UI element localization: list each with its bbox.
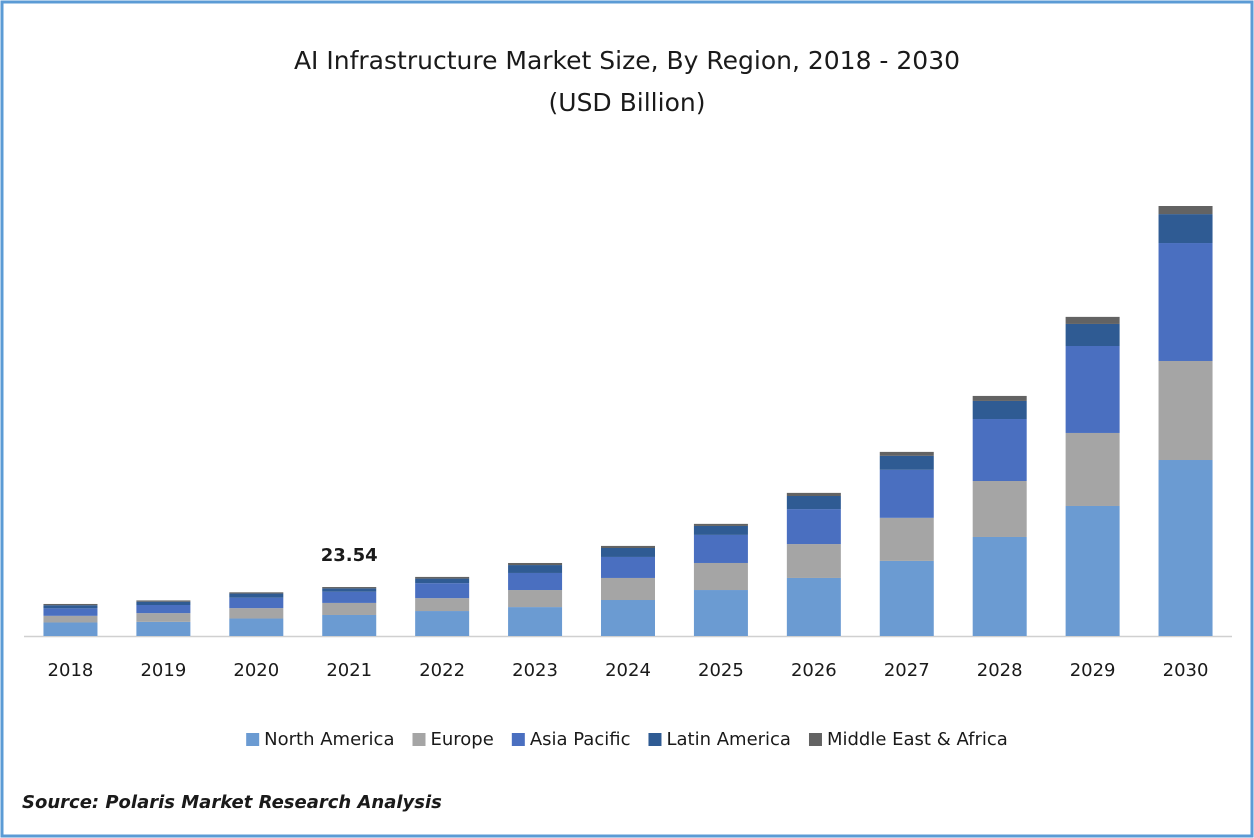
bar-segment	[322, 591, 377, 603]
bar-segment	[693, 590, 748, 636]
x-tick-label: 2023	[512, 660, 558, 681]
bar-segment	[136, 601, 191, 606]
bar-segment	[43, 615, 98, 623]
bar-segment	[1158, 360, 1213, 461]
bar-segment	[229, 592, 284, 594]
bar-segment	[1065, 432, 1120, 506]
bar-segment	[43, 622, 98, 636]
bar-segment	[508, 607, 563, 636]
bar-segment	[229, 597, 284, 609]
chart-subtitle: (USD Billion)	[549, 88, 706, 117]
bar-segment	[229, 618, 284, 636]
bar-segment	[786, 492, 841, 496]
bar-segment	[972, 536, 1027, 636]
legend-label: Asia Pacific	[530, 729, 631, 750]
bar-segment	[601, 577, 655, 601]
bar-segment	[879, 469, 934, 518]
bar-segment	[415, 576, 470, 579]
x-tick-label: 2030	[1163, 660, 1209, 681]
bar-segment	[1065, 505, 1120, 636]
bar-segment	[601, 548, 655, 557]
chart-title: AI Infrastructure Market Size, By Region…	[294, 46, 960, 75]
bar-segment	[601, 600, 655, 636]
bar-segment	[322, 587, 377, 589]
source: Source: Polaris Market Research Analysis	[22, 792, 442, 813]
bar-segment	[43, 608, 98, 616]
legend-swatch	[511, 733, 525, 746]
x-tick-label: 2028	[977, 660, 1023, 681]
bar-segment	[1065, 316, 1120, 324]
bar-segment	[1158, 214, 1213, 244]
legend-swatch	[246, 733, 260, 746]
x-tick-label: 2027	[884, 660, 930, 681]
bar-segment	[972, 395, 1027, 401]
bar-segment	[972, 400, 1027, 420]
bar-segment	[879, 560, 934, 636]
bar-segment	[508, 565, 563, 573]
legend-swatch	[412, 733, 426, 746]
legend-swatch	[648, 733, 662, 746]
legend-label: North America	[264, 729, 394, 750]
x-tick-label: 2029	[1070, 660, 1116, 681]
bar-segment	[1158, 206, 1213, 215]
bar-segment	[136, 600, 191, 602]
bar-segment	[1065, 346, 1120, 433]
bar-segment	[508, 562, 563, 566]
bar-segment	[229, 608, 284, 619]
x-tick-label: 2018	[48, 660, 94, 681]
legend-label: Middle East & Africa	[827, 729, 1008, 750]
bar-segment	[693, 562, 748, 591]
bar-segment	[415, 611, 470, 636]
bar-segment	[43, 603, 98, 606]
bar-segment	[972, 481, 1027, 537]
x-tick-label: 2022	[419, 660, 465, 681]
x-tick-label: 2024	[605, 660, 651, 681]
bar-segment	[786, 495, 841, 510]
bar-segment	[508, 572, 563, 591]
total-label: 23.54	[321, 545, 378, 566]
x-tick-label: 2020	[233, 660, 279, 681]
bar-segment	[1158, 460, 1213, 636]
legend-label: Latin America	[666, 729, 791, 750]
bar-segment	[786, 577, 841, 636]
x-tick-label: 2021	[326, 660, 372, 681]
bar-segment	[508, 590, 563, 608]
bar-segment	[879, 451, 934, 456]
bar-segment	[415, 583, 470, 599]
bar-segment	[786, 509, 841, 545]
x-tick-label: 2019	[140, 660, 186, 681]
bar-segment	[693, 523, 748, 526]
x-tick-label: 2025	[698, 660, 744, 681]
bar-segment	[601, 545, 655, 549]
bar-segment	[415, 578, 470, 584]
bar-segment	[693, 525, 748, 535]
bar-segment	[1158, 243, 1213, 361]
bar-segment	[693, 534, 748, 563]
bar-segment	[972, 419, 1027, 482]
bar-segment	[322, 588, 377, 592]
bar-segment	[136, 605, 191, 614]
bar-segment	[601, 556, 655, 578]
bar-segment	[229, 593, 284, 598]
legend-swatch	[808, 733, 822, 746]
bar-segment	[879, 455, 934, 470]
bar-segment	[879, 517, 934, 561]
bar-segment	[136, 621, 191, 636]
bar-segment	[322, 602, 377, 615]
bar-segment	[415, 598, 470, 612]
bar-segment	[786, 544, 841, 578]
legend-label: Europe	[431, 729, 494, 750]
bar-segment	[43, 605, 98, 609]
x-tick-label: 2026	[791, 660, 837, 681]
bar-segment	[322, 614, 377, 636]
bar-segment	[1065, 323, 1120, 347]
bar-segment	[136, 613, 191, 622]
